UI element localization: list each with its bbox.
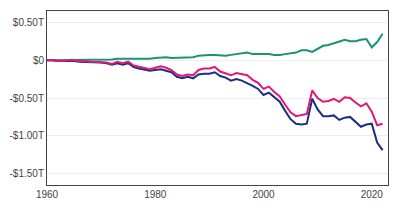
svg-text:$0.50T: $0.50T bbox=[13, 17, 44, 28]
svg-text:-$1.00T: -$1.00T bbox=[10, 130, 44, 141]
svg-text:1980: 1980 bbox=[144, 189, 167, 200]
svg-text:-$1.50T: -$1.50T bbox=[10, 168, 44, 179]
svg-text:2000: 2000 bbox=[252, 189, 275, 200]
svg-text:1960: 1960 bbox=[36, 189, 59, 200]
svg-text:-$0.50T: -$0.50T bbox=[10, 93, 44, 104]
svg-text:2020: 2020 bbox=[361, 189, 384, 200]
svg-text:$0: $0 bbox=[33, 55, 45, 66]
